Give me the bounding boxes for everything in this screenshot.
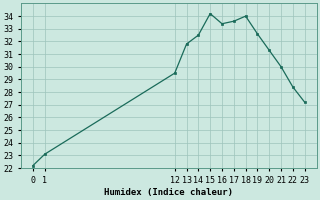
X-axis label: Humidex (Indice chaleur): Humidex (Indice chaleur) <box>104 188 233 197</box>
